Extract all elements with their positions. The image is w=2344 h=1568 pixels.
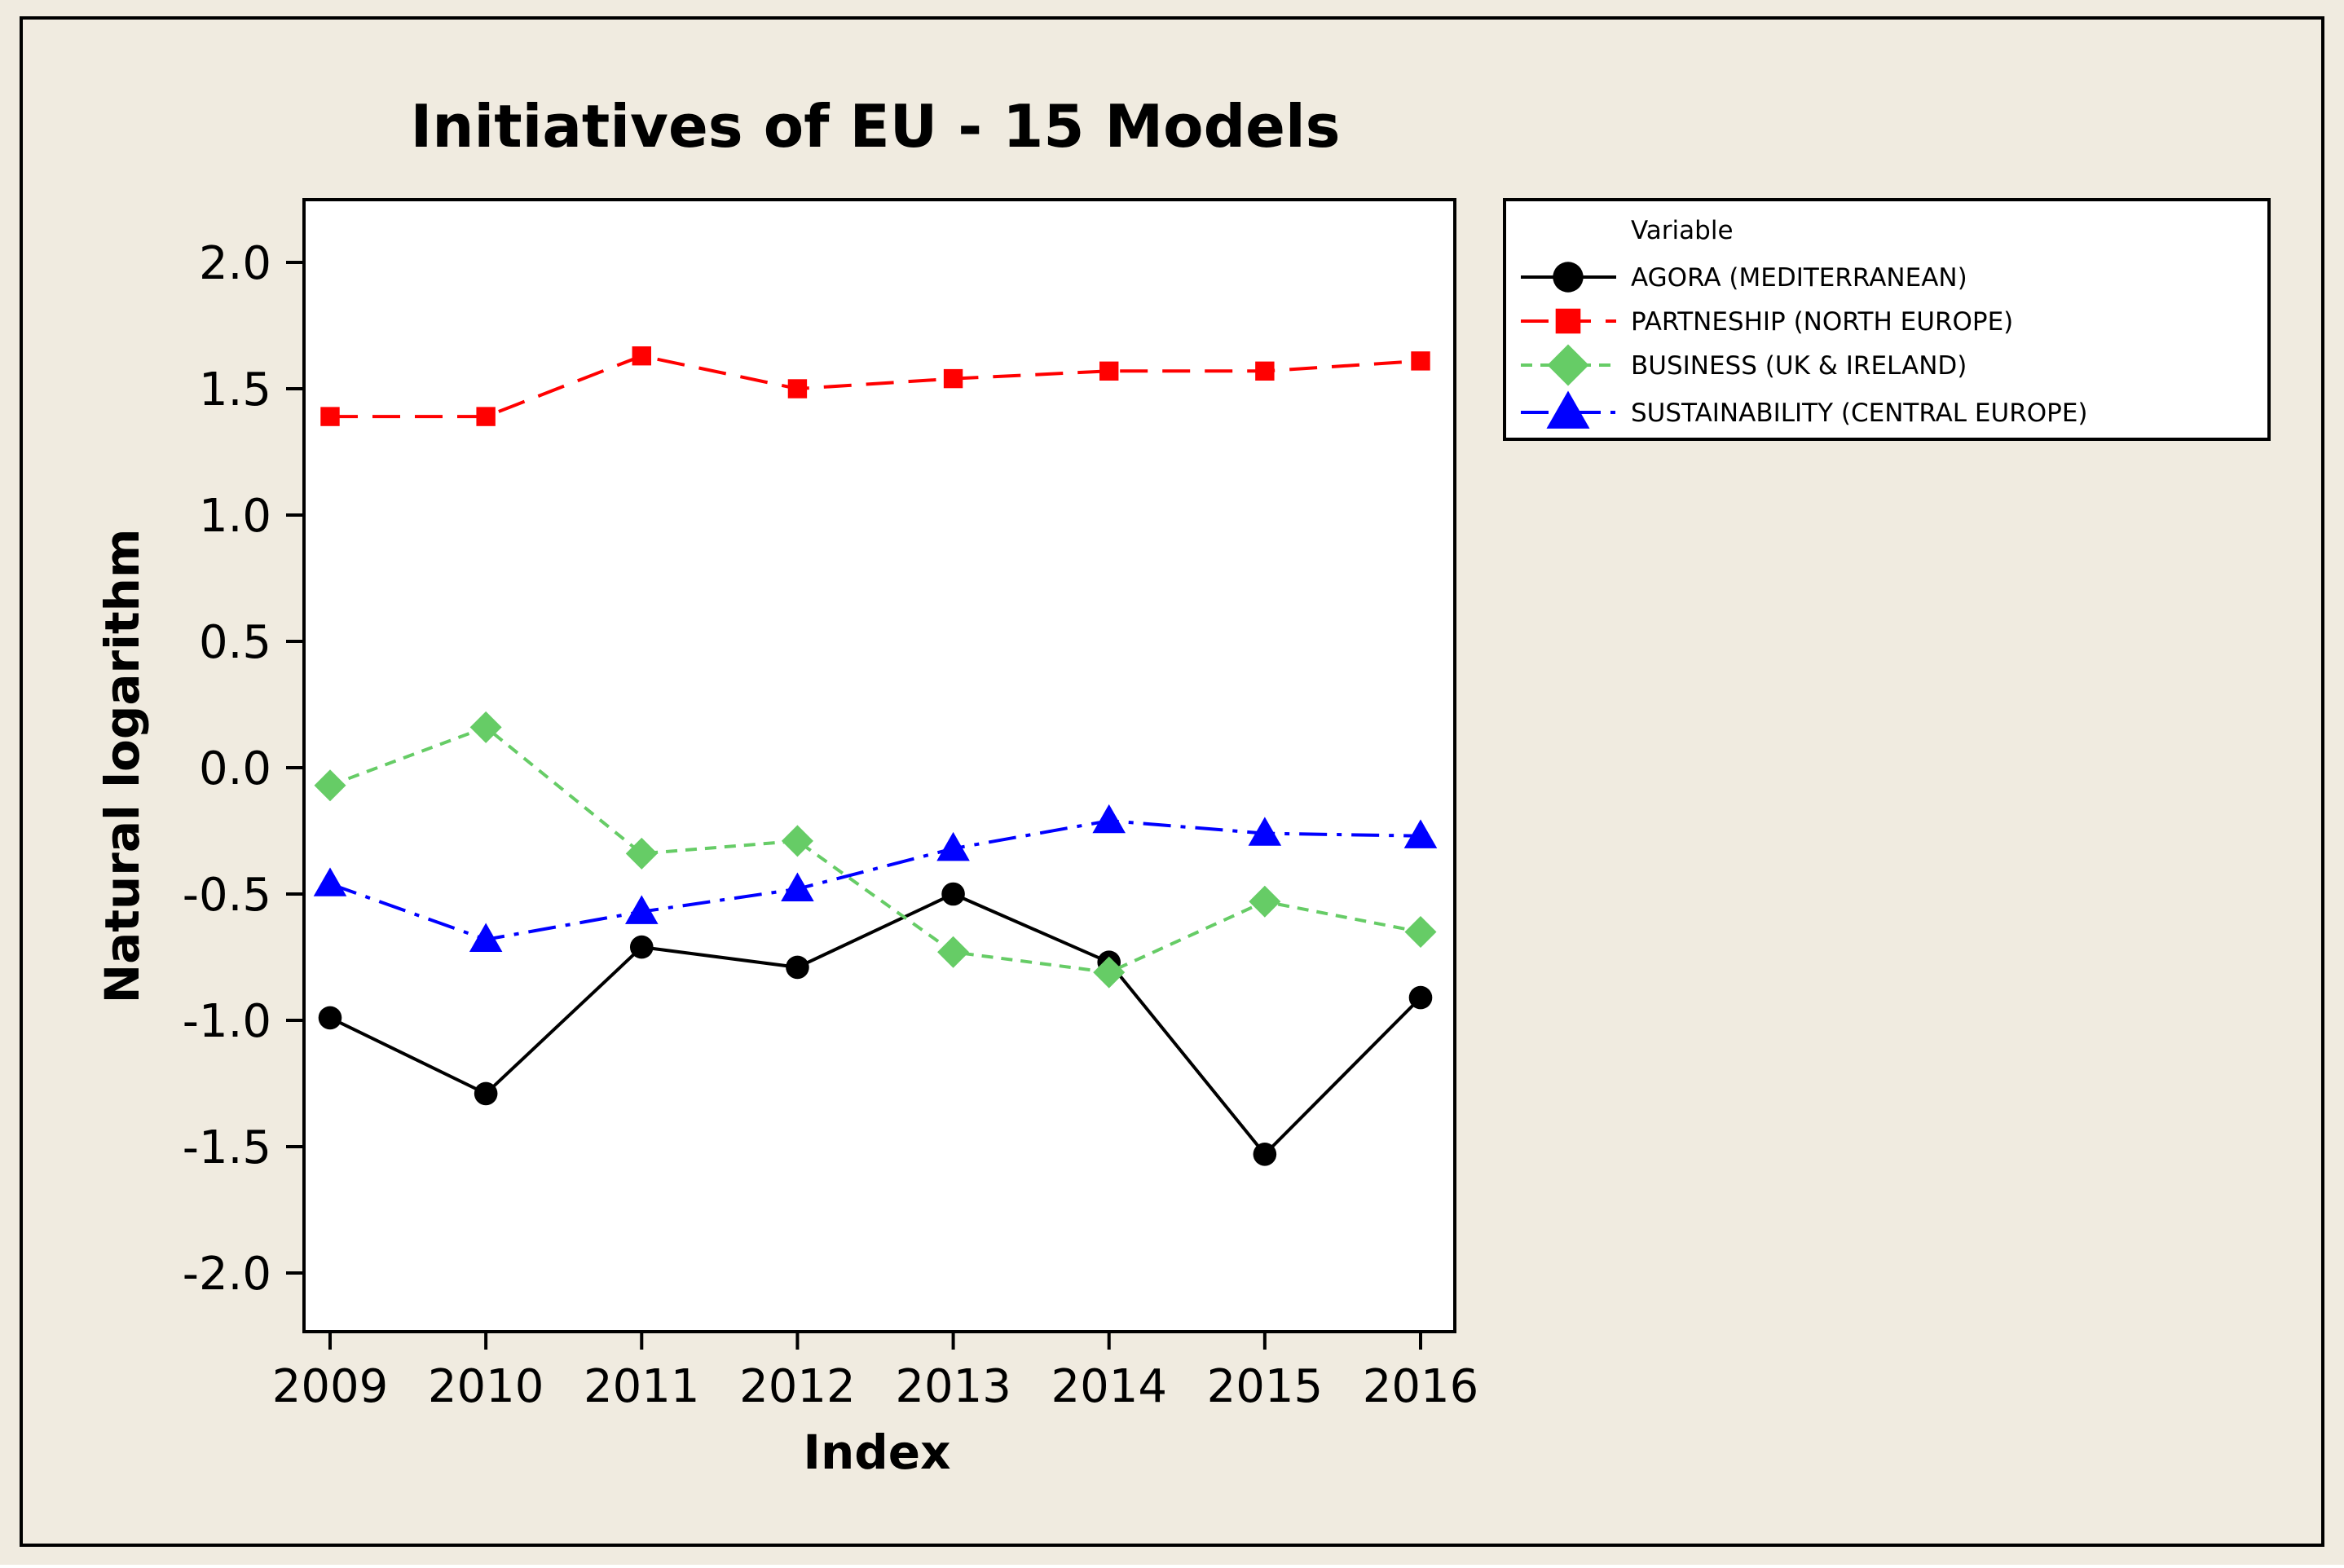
y-tick-label: 2.0 <box>199 237 271 290</box>
data-point <box>1099 361 1119 381</box>
legend-title: Variable <box>1631 216 1734 245</box>
data-point <box>476 407 496 426</box>
series-1 <box>318 882 1433 1166</box>
series-2 <box>320 346 1430 426</box>
legend: Variable AGORA (MEDITERRANEAN) PARTNESHIP… <box>1503 198 2271 441</box>
data-point <box>1408 985 1433 1010</box>
y-tick-label: -0.5 <box>183 869 271 922</box>
data-point <box>1093 956 1126 989</box>
y-axis: 2.0 1.5 1.0 0.5 0.0 -0.5 -1.0 -1.5 -2.0 <box>183 237 304 1301</box>
data-point <box>787 379 808 399</box>
x-tick-label: 2012 <box>739 1360 856 1413</box>
legend-marker <box>1555 308 1581 334</box>
series-line <box>329 819 1421 941</box>
data-point <box>474 1081 498 1106</box>
data-point <box>1092 804 1126 834</box>
data-point <box>629 935 654 959</box>
data-point <box>313 867 347 896</box>
y-tick-label: 1.5 <box>199 363 271 416</box>
y-tick-label: 0.5 <box>199 616 271 669</box>
data-point <box>781 825 813 857</box>
data-point <box>937 936 970 968</box>
y-tick-label: 1.0 <box>199 490 271 543</box>
legend-entry: SUSTAINABILITY (CENTRAL EUROPE) <box>1521 390 2088 429</box>
legend-entry: PARTNESHIP (NORTH EUROPE) <box>1521 307 2013 337</box>
data-point <box>1248 817 1282 846</box>
x-tick-label: 2014 <box>1051 1360 1167 1413</box>
legend-label: BUSINESS (UK & IRELAND) <box>1631 351 1967 381</box>
data-point <box>632 346 651 366</box>
data-point <box>1411 351 1430 371</box>
x-tick-label: 2013 <box>895 1360 1011 1413</box>
legend-label: PARTNESHIP (NORTH EUROPE) <box>1631 307 2013 337</box>
legend-label: AGORA (MEDITERRANEAN) <box>1631 263 1967 293</box>
plot-area <box>302 198 1456 1333</box>
legend-marker <box>1546 390 1590 429</box>
data-point <box>318 1006 342 1030</box>
series-layer <box>313 346 1438 1166</box>
figure-border <box>20 16 2324 1547</box>
series-line <box>329 725 1421 975</box>
data-point <box>1249 885 1281 918</box>
data-point <box>625 837 658 870</box>
y-tick-label: 0.0 <box>199 742 271 795</box>
legend-entry: BUSINESS (UK & IRELAND) <box>1521 344 1967 386</box>
legend-box <box>1503 198 2271 441</box>
x-tick-label: 2011 <box>584 1360 700 1413</box>
series-line <box>329 892 1422 1157</box>
data-point <box>1253 1143 1277 1166</box>
data-point <box>469 923 503 953</box>
x-tick-label: 2010 <box>428 1360 544 1413</box>
data-point <box>314 769 346 802</box>
data-point <box>1404 916 1437 948</box>
data-point <box>943 368 963 389</box>
y-tick-label: -1.5 <box>183 1121 271 1174</box>
y-tick-label: -2.0 <box>183 1248 271 1301</box>
data-point <box>469 711 502 743</box>
series-4 <box>313 804 1438 953</box>
y-tick-label: -1.0 <box>183 995 271 1048</box>
legend-label: SUSTAINABILITY (CENTRAL EUROPE) <box>1631 399 2088 428</box>
data-point <box>941 882 965 906</box>
series-3 <box>314 711 1437 989</box>
data-point <box>320 407 340 426</box>
x-axis-title: Index <box>803 1425 950 1480</box>
x-tick-label: 2009 <box>272 1360 389 1413</box>
legend-marker <box>1547 344 1589 386</box>
data-point <box>1255 361 1275 381</box>
y-axis-title: Natural logarithm <box>95 529 150 1004</box>
chart-title: Initiatives of EU - 15 Models <box>411 92 1341 161</box>
legend-entry: AGORA (MEDITERRANEAN) <box>1521 262 1967 293</box>
data-point <box>786 955 809 980</box>
data-point <box>781 872 814 902</box>
series-line <box>330 354 1421 419</box>
x-tick-label: 2015 <box>1207 1360 1324 1413</box>
data-point <box>625 895 659 924</box>
legend-marker <box>1553 262 1584 293</box>
x-tick-label: 2016 <box>1363 1360 1479 1413</box>
data-point <box>1403 819 1438 848</box>
data-point <box>936 831 970 861</box>
x-axis: 2009 2010 2011 2012 2013 2014 2015 2016 <box>272 1332 1479 1413</box>
